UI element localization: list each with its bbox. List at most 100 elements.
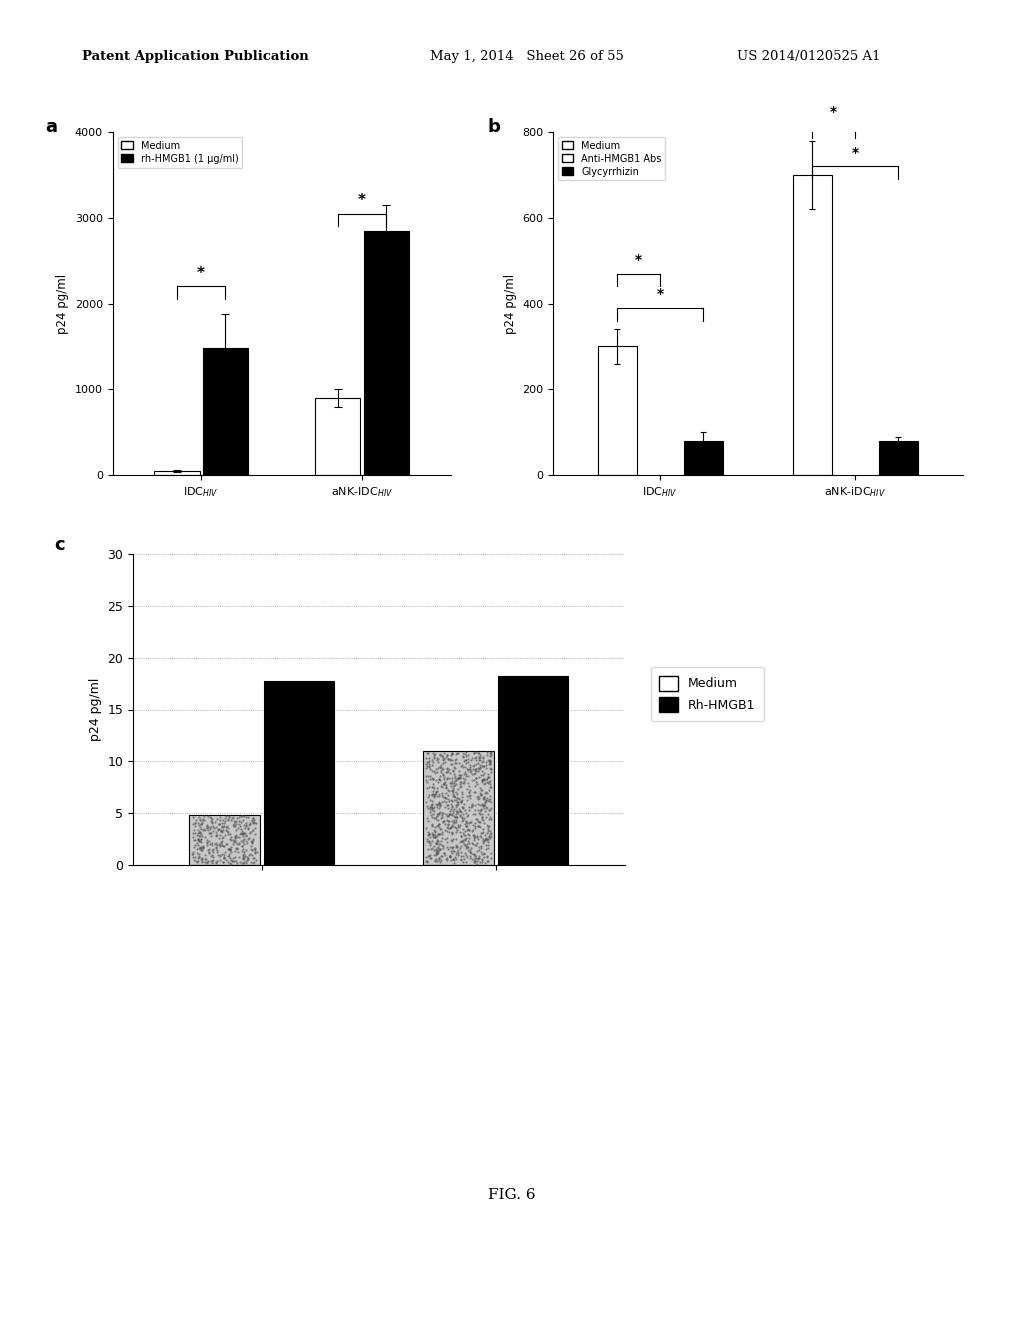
Point: [189, 847, 206, 869]
Point: [425, 800, 441, 821]
Point: [445, 777, 462, 799]
Point: [228, 820, 245, 841]
Point: [232, 851, 249, 873]
Point: [447, 810, 464, 832]
Point: [214, 821, 230, 842]
Point: [467, 818, 483, 840]
Point: [477, 824, 494, 845]
Point: [199, 834, 215, 855]
Point: [476, 829, 493, 850]
Point: [238, 825, 254, 846]
Point: [441, 767, 458, 788]
Point: [461, 776, 477, 797]
Point: [195, 825, 211, 846]
Point: [438, 775, 455, 796]
Point: [466, 754, 482, 775]
Point: [210, 820, 226, 841]
Point: [427, 783, 443, 804]
Point: [456, 750, 472, 771]
Point: [227, 825, 244, 846]
Point: [445, 851, 462, 873]
Point: [476, 763, 493, 784]
Point: [477, 793, 494, 814]
Point: [460, 822, 476, 843]
Point: [212, 834, 228, 855]
Point: [476, 830, 493, 851]
Point: [450, 768, 466, 789]
Point: [482, 758, 499, 779]
Point: [239, 846, 255, 867]
Point: [440, 813, 457, 834]
Text: *: *: [830, 106, 838, 119]
Point: [438, 758, 455, 779]
Point: [216, 846, 232, 867]
Y-axis label: p24 pg/ml: p24 pg/ml: [56, 273, 70, 334]
Point: [222, 837, 239, 858]
Point: [227, 812, 244, 833]
Point: [446, 787, 463, 808]
Point: [467, 826, 483, 847]
Point: [427, 784, 443, 805]
Point: [238, 850, 254, 871]
Point: [424, 830, 440, 851]
Point: [461, 772, 477, 793]
Point: [482, 788, 499, 809]
Point: [216, 810, 232, 832]
Point: [458, 803, 474, 824]
Point: [466, 845, 482, 866]
Point: [442, 845, 459, 866]
Point: [419, 777, 435, 799]
Point: [432, 756, 449, 777]
Point: [431, 824, 447, 845]
Point: [227, 840, 244, 861]
Point: [468, 771, 484, 792]
Point: [419, 743, 435, 764]
Point: [203, 846, 219, 867]
Point: [473, 785, 489, 807]
Point: [449, 795, 465, 816]
Point: [458, 828, 474, 849]
Point: [234, 824, 251, 845]
Point: [429, 780, 445, 801]
Point: [190, 830, 207, 851]
Point: [443, 780, 460, 801]
Text: *: *: [656, 288, 664, 301]
Point: [424, 768, 440, 789]
Point: [191, 825, 208, 846]
Point: [222, 847, 239, 869]
Point: [445, 849, 462, 870]
Point: [467, 847, 483, 869]
Point: [198, 849, 214, 870]
Point: [424, 797, 440, 818]
Point: [472, 800, 488, 821]
Point: [188, 825, 205, 846]
Point: [247, 851, 263, 873]
Point: [464, 820, 480, 841]
Point: [446, 748, 463, 770]
Point: [229, 826, 246, 847]
Point: [459, 805, 475, 826]
Point: [424, 791, 440, 812]
Point: [202, 822, 218, 843]
Point: [450, 803, 466, 824]
Point: [451, 779, 467, 800]
Point: [464, 833, 480, 854]
Point: [439, 847, 456, 869]
Point: [445, 775, 462, 796]
Point: [451, 768, 467, 789]
Point: [464, 849, 480, 870]
Point: [427, 743, 443, 764]
Point: [425, 824, 441, 845]
Point: [212, 845, 228, 866]
Point: [189, 813, 206, 834]
Point: [431, 851, 447, 873]
Point: [447, 800, 464, 821]
Point: [454, 810, 470, 832]
Point: [436, 751, 453, 772]
Point: [480, 809, 497, 830]
Point: [421, 824, 437, 845]
Point: [193, 837, 209, 858]
Point: [450, 841, 466, 862]
Point: [478, 752, 495, 774]
Point: [430, 824, 446, 845]
